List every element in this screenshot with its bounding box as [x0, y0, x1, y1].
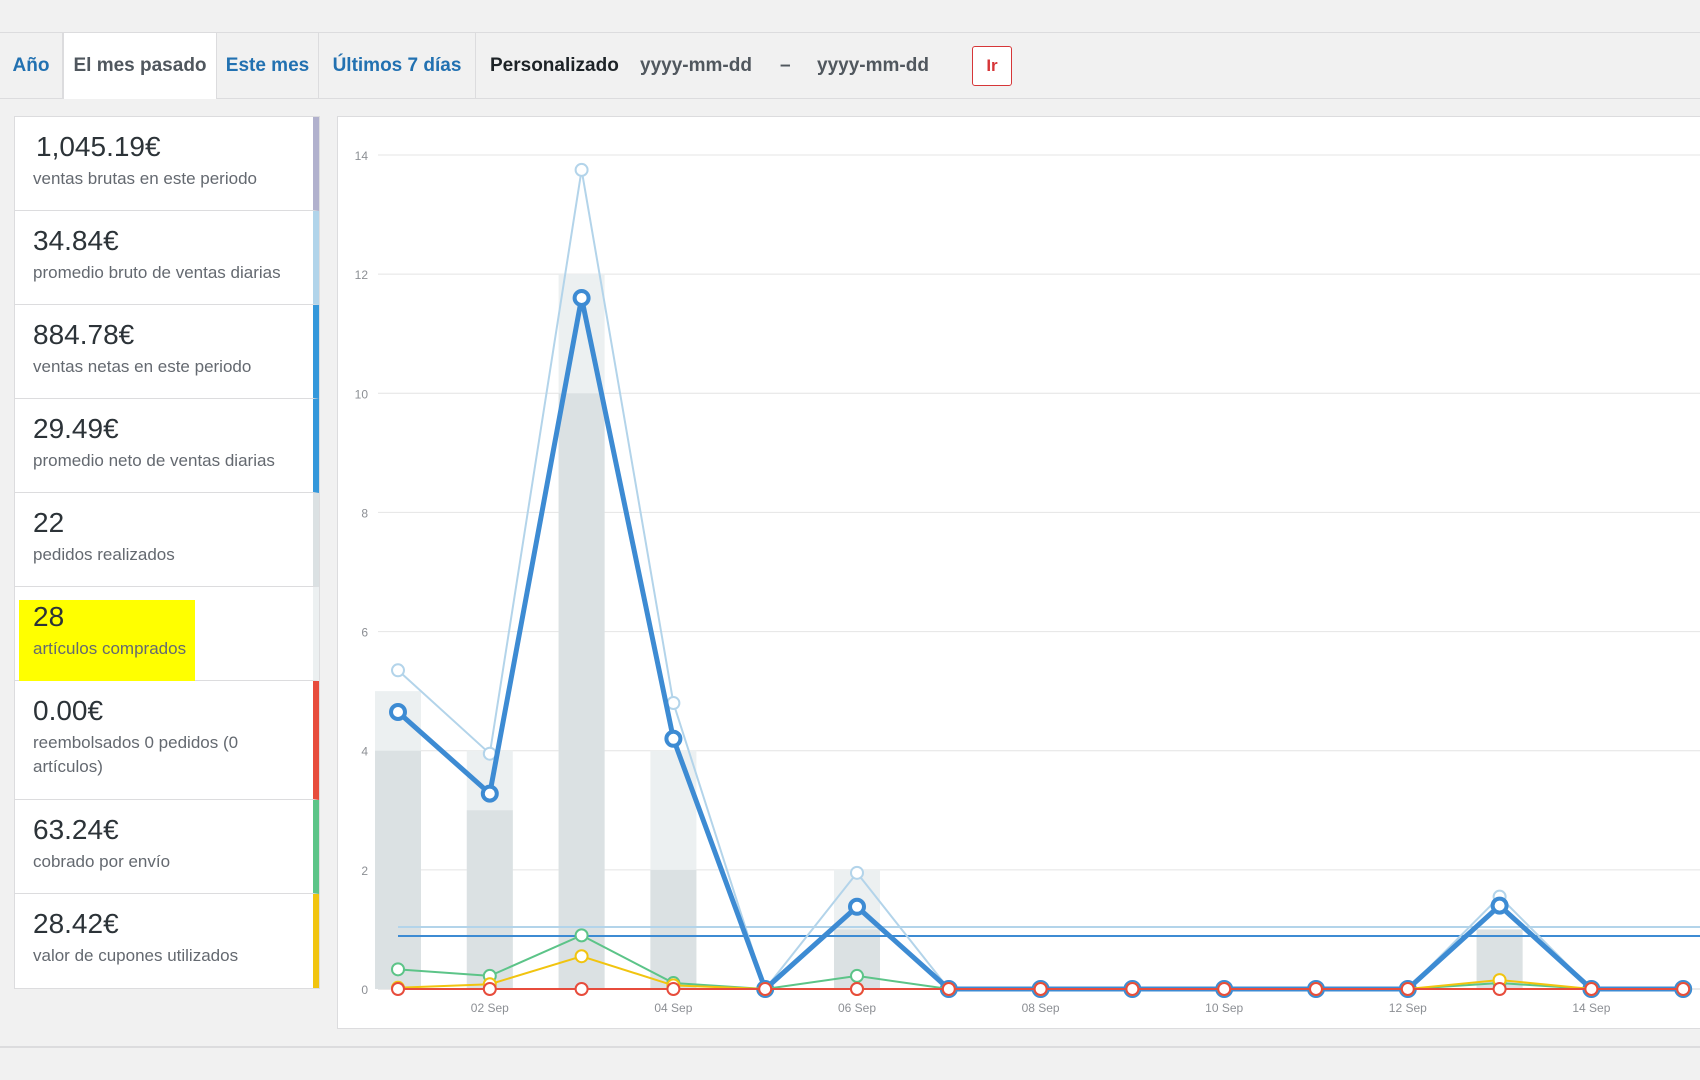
chart-container: 0 2 4 6 8 10 12 14 02 Sep 04 Sep 06 Sep 08 Sep 10 Se… [337, 116, 1700, 1029]
x-tick-label: 04 Sep [654, 1001, 692, 1015]
top-strip [0, 0, 1700, 33]
x-tick-label: 12 Sep [1389, 1001, 1427, 1015]
tab-this-month[interactable]: Este mes [217, 33, 319, 98]
legend-label: artículos comprados [33, 639, 187, 658]
range-tabs: Año El mes pasado Este mes Últimos 7 día… [0, 33, 1700, 99]
legend-label: cobrado por envío [33, 852, 171, 871]
series-point [572, 288, 591, 307]
legend-value: 22 [33, 507, 65, 538]
highlighter-mark [19, 600, 195, 682]
series-point [758, 982, 773, 996]
y-tick-label: 12 [355, 268, 369, 282]
series-point [391, 663, 405, 678]
series-point [1033, 982, 1048, 996]
legend-label: reembolsados 0 pedidos (0 artículos) [33, 733, 239, 776]
y-tick-label: 8 [361, 506, 368, 520]
series-point [1492, 982, 1507, 996]
series-point [848, 897, 866, 916]
series-point [1217, 982, 1232, 996]
y-tick-label: 10 [355, 387, 369, 401]
legend-label: ventas brutas en este periodo [33, 169, 257, 188]
series-point [850, 982, 864, 996]
series-point [1125, 982, 1140, 996]
legend-refunds[interactable]: 0.00€ reembolsados 0 pedidos (0 artículo… [15, 681, 319, 800]
series-point [664, 729, 683, 748]
legend-orders-placed[interactable]: 22 pedidos realizados [15, 493, 319, 587]
series-point [482, 982, 497, 996]
legend-value: 0.00€ [33, 695, 104, 726]
x-tick-label: 10 Sep [1205, 1001, 1243, 1015]
series-point [666, 982, 681, 996]
bar [375, 750, 421, 989]
x-tick-label: 08 Sep [1022, 1001, 1060, 1015]
x-tick-label: 06 Sep [838, 1001, 876, 1015]
series-point [850, 968, 864, 983]
sales-chart: 0 2 4 6 8 10 12 14 02 Sep 04 Sep 06 Sep 08 Sep 10 Se… [355, 149, 1700, 1015]
legend-coupons[interactable]: 28.42€ valor de cupones utilizados [15, 894, 319, 988]
series-point [389, 702, 407, 721]
series-point [574, 162, 589, 177]
legend-value: 63.24€ [33, 814, 119, 845]
start-date-input[interactable]: yyyy-mm-dd [640, 55, 752, 76]
y-tick-label: 6 [361, 626, 368, 640]
go-button[interactable]: Ir [972, 46, 1012, 86]
legend-net-daily-average[interactable]: 29.49€ promedio neto de ventas diarias [15, 399, 319, 493]
bar [650, 869, 697, 989]
tab-last-month[interactable]: El mes pasado [63, 33, 217, 99]
legend-label: valor de cupones utilizados [33, 946, 239, 965]
y-tick-label: 4 [361, 745, 368, 759]
legend-shipping[interactable]: 63.24€ cobrado por envío [15, 800, 319, 894]
tab-year[interactable]: Año [0, 33, 63, 98]
series-point [1400, 982, 1415, 996]
legend-value: 1,045.19€ [36, 131, 161, 162]
legend-value: 34.84€ [33, 225, 119, 256]
bar [558, 393, 605, 989]
legend-gross-sales[interactable]: 1,045.19€ ventas brutas en este periodo [15, 117, 319, 211]
y-tick-label: 14 [355, 149, 369, 163]
date-separator: – [780, 55, 791, 76]
chart-legend: 1,045.19€ ventas brutas en este periodo … [14, 116, 320, 989]
custom-range-label: Personalizado [490, 54, 619, 76]
legend-net-sales[interactable]: 884.78€ ventas netas en este periodo [15, 305, 319, 399]
bar [466, 810, 513, 989]
end-date-input[interactable]: yyyy-mm-dd [817, 55, 929, 76]
series-point [480, 784, 499, 803]
series-point [574, 982, 589, 996]
legend-value: 884.78€ [33, 319, 135, 350]
series-point [391, 962, 405, 977]
series-point [574, 949, 589, 964]
legend-value: 29.49€ [33, 413, 119, 444]
series-point [1309, 982, 1323, 996]
series-point [574, 928, 589, 943]
legend-label: pedidos realizados [33, 545, 175, 564]
series-point [1676, 982, 1691, 996]
series-point [391, 982, 405, 996]
y-tick-label: 0 [361, 983, 368, 997]
tab-last-7-days[interactable]: Últimos 7 días [319, 33, 476, 98]
x-tick-label: 14 Sep [1572, 1001, 1610, 1015]
series-point [1584, 982, 1599, 996]
legend-gross-daily-average[interactable]: 34.84€ promedio bruto de ventas diarias [15, 211, 319, 305]
legend-value: 28 [33, 601, 65, 632]
footer-divider [0, 1046, 1700, 1048]
series-point [941, 982, 956, 996]
y-tick-label: 2 [361, 864, 368, 878]
series-point [850, 865, 864, 880]
legend-items-purchased[interactable]: 28 artículos comprados [15, 587, 319, 682]
legend-label: promedio bruto de ventas diarias [33, 263, 281, 282]
x-tick-label: 02 Sep [471, 1001, 509, 1015]
legend-label: promedio neto de ventas diarias [33, 451, 275, 470]
legend-label: ventas netas en este periodo [33, 357, 252, 376]
series-point [1490, 896, 1509, 915]
legend-value: 28.42€ [33, 908, 119, 939]
